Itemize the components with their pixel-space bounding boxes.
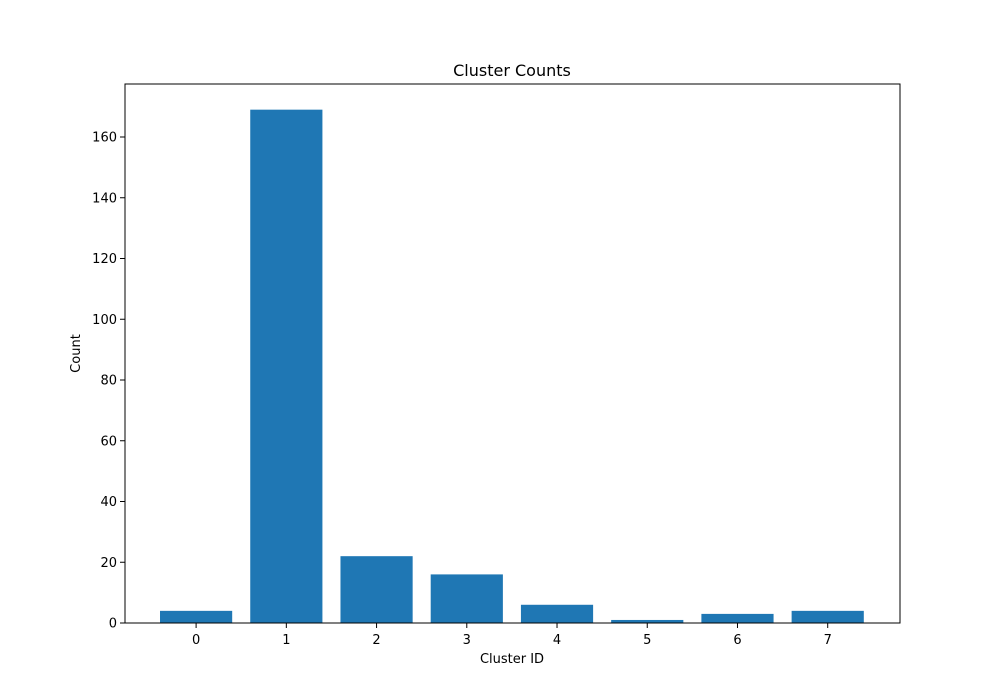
bar-cluster-0 (160, 610, 233, 623)
chart-title: Cluster Counts (453, 61, 571, 80)
x-tick-label: 4 (553, 633, 561, 648)
bar-cluster-6 (701, 613, 774, 623)
y-axis-label: Count (69, 334, 84, 373)
bar-cluster-2 (340, 556, 413, 623)
y-tick-label: 80 (100, 374, 117, 389)
x-tick-label: 0 (192, 633, 200, 648)
x-tick-label: 1 (282, 633, 290, 648)
y-tick-label: 0 (109, 617, 117, 632)
y-tick-label: 140 (92, 191, 117, 206)
bar-cluster-5 (611, 619, 684, 623)
bar-cluster-7 (791, 610, 864, 623)
bars-layer (160, 109, 864, 624)
y-tick-label: 100 (92, 313, 117, 328)
y-tick-label: 20 (100, 556, 117, 571)
x-axis-label: Cluster ID (480, 652, 544, 667)
x-tick-label: 7 (824, 633, 832, 648)
x-tick-label: 6 (733, 633, 741, 648)
bar-cluster-1 (250, 109, 323, 624)
bar-cluster-3 (430, 574, 503, 623)
plot-frame (124, 83, 901, 624)
x-tick-label: 3 (463, 633, 471, 648)
y-tick-label: 40 (100, 495, 117, 510)
ticks-layer: 0 1 2 3 4 5 6 7 0 20 40 60 80 100 120 140 160 (92, 131, 832, 649)
x-tick-label: 5 (643, 633, 651, 648)
y-tick-label: 60 (100, 434, 117, 449)
x-tick-label: 2 (372, 633, 380, 648)
bar-cluster-4 (520, 604, 594, 623)
y-tick-label: 120 (92, 252, 117, 267)
y-tick-label: 160 (92, 131, 117, 146)
